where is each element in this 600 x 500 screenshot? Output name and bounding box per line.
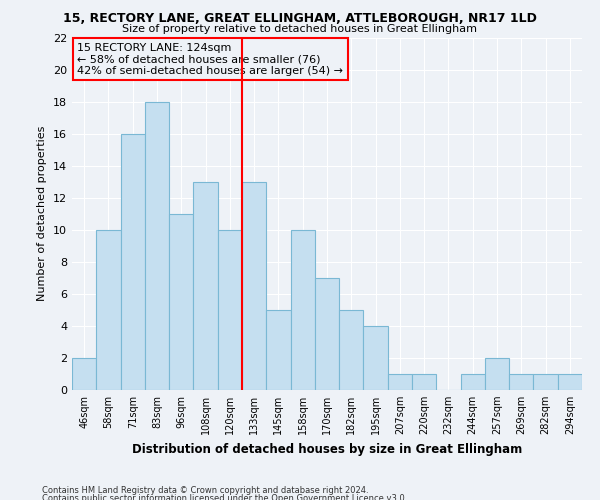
Bar	[364, 326, 388, 390]
Bar	[193, 182, 218, 390]
Text: 15, RECTORY LANE, GREAT ELLINGHAM, ATTLEBOROUGH, NR17 1LD: 15, RECTORY LANE, GREAT ELLINGHAM, ATTLE…	[63, 12, 537, 26]
Bar	[290, 230, 315, 390]
Bar	[169, 214, 193, 390]
Bar	[121, 134, 145, 390]
Bar	[266, 310, 290, 390]
Bar	[96, 230, 121, 390]
Bar	[558, 374, 582, 390]
Bar	[509, 374, 533, 390]
Bar	[339, 310, 364, 390]
Bar	[242, 182, 266, 390]
Bar	[145, 102, 169, 390]
Text: Contains public sector information licensed under the Open Government Licence v3: Contains public sector information licen…	[42, 494, 407, 500]
Bar	[461, 374, 485, 390]
Bar	[412, 374, 436, 390]
Text: Contains HM Land Registry data © Crown copyright and database right 2024.: Contains HM Land Registry data © Crown c…	[42, 486, 368, 495]
Bar	[485, 358, 509, 390]
Text: Size of property relative to detached houses in Great Ellingham: Size of property relative to detached ho…	[122, 24, 478, 34]
Y-axis label: Number of detached properties: Number of detached properties	[37, 126, 47, 302]
Bar	[533, 374, 558, 390]
Bar	[218, 230, 242, 390]
Bar	[388, 374, 412, 390]
Bar	[315, 278, 339, 390]
Text: 15 RECTORY LANE: 124sqm
← 58% of detached houses are smaller (76)
42% of semi-de: 15 RECTORY LANE: 124sqm ← 58% of detache…	[77, 43, 343, 76]
X-axis label: Distribution of detached houses by size in Great Ellingham: Distribution of detached houses by size …	[132, 442, 522, 456]
Bar	[72, 358, 96, 390]
